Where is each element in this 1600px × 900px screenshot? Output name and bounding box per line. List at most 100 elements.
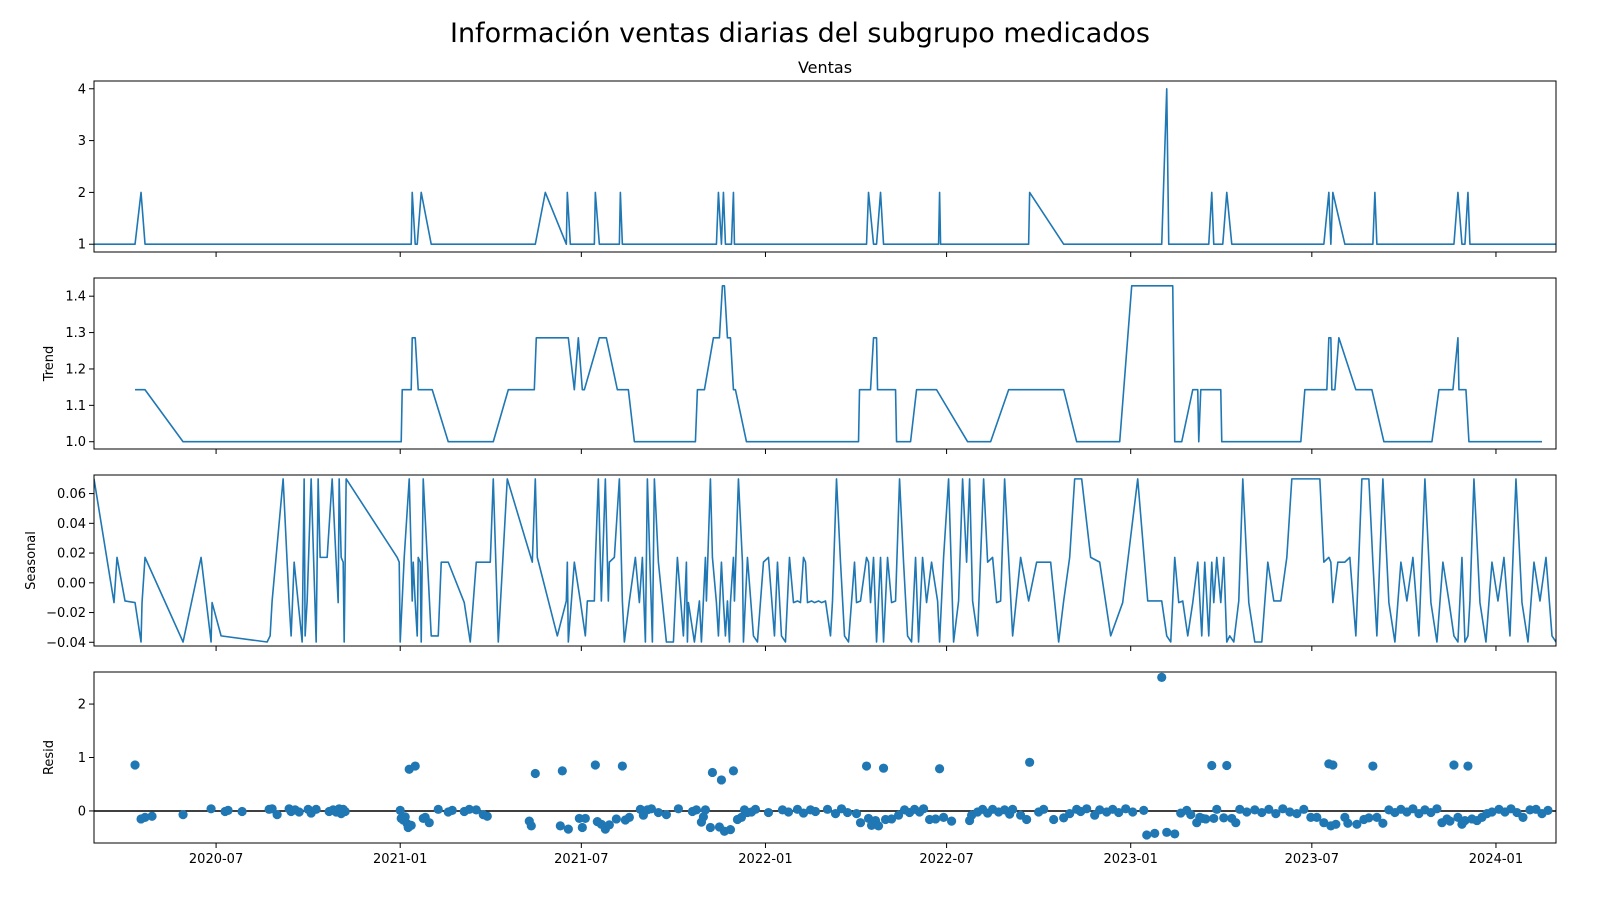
resid-point bbox=[1235, 804, 1245, 814]
resid-point bbox=[878, 763, 889, 773]
resid-point bbox=[1487, 807, 1497, 817]
y-tick-label: 1 bbox=[78, 238, 86, 253]
axes-frame bbox=[93, 80, 1557, 253]
x-tick-label: 2021-07 bbox=[554, 852, 608, 867]
resid-point bbox=[482, 811, 492, 821]
y-tick-label: 1.3 bbox=[65, 326, 86, 341]
resid-point bbox=[661, 810, 671, 820]
resid-point bbox=[934, 764, 945, 774]
resid-point bbox=[1460, 815, 1470, 826]
resid-point bbox=[1271, 809, 1281, 819]
y-tick-label: 1.4 bbox=[65, 290, 86, 305]
resid-point bbox=[464, 804, 474, 814]
resid-point bbox=[433, 804, 443, 814]
resid-point bbox=[526, 821, 536, 831]
series-line-observed bbox=[94, 87, 1556, 246]
resid-point bbox=[206, 804, 216, 814]
resid-point bbox=[1162, 827, 1172, 837]
resid-point bbox=[691, 805, 702, 815]
resid-point bbox=[930, 814, 941, 824]
plot-area bbox=[94, 87, 1556, 246]
resid-point bbox=[1257, 807, 1267, 818]
y-axis-label: Trend bbox=[42, 346, 57, 383]
resid-point bbox=[646, 804, 656, 814]
resid-point bbox=[1432, 804, 1442, 814]
resid-point bbox=[842, 807, 853, 818]
panel-observed: Ventas 1 2 3 4 bbox=[78, 58, 1557, 257]
resid-point bbox=[1039, 804, 1049, 814]
resid-point bbox=[863, 813, 874, 824]
resid-point bbox=[178, 810, 188, 820]
y-tick-label: 4 bbox=[78, 82, 86, 97]
y-tick-label: 2 bbox=[78, 186, 86, 201]
resid-point bbox=[611, 814, 621, 824]
resid-point bbox=[798, 808, 809, 818]
resid-point bbox=[938, 812, 949, 822]
resid-point bbox=[395, 805, 405, 816]
resid-point bbox=[1082, 804, 1092, 814]
resid-point bbox=[1150, 828, 1160, 838]
resid-point bbox=[1463, 761, 1473, 771]
y-tick-label: −0.04 bbox=[46, 636, 86, 651]
resid-point bbox=[851, 809, 862, 819]
resid-point bbox=[1242, 807, 1252, 817]
y-tick-label: 1.2 bbox=[65, 362, 86, 377]
resid-point bbox=[1008, 804, 1018, 814]
y-tick-label: 0.06 bbox=[57, 487, 86, 502]
resid-point bbox=[1343, 818, 1353, 828]
resid-point bbox=[140, 812, 150, 822]
resid-point bbox=[1250, 805, 1260, 815]
y-tick-label: 1 bbox=[78, 751, 86, 766]
resid-point bbox=[1292, 809, 1302, 819]
resid-point bbox=[1331, 819, 1341, 829]
axes-frame bbox=[93, 277, 1557, 450]
panel-seasonal: Seasonal −0.04 −0.02 0.00 0.02 0.04 0.06 bbox=[24, 474, 1557, 651]
x-tick-label: 2021-01 bbox=[373, 852, 427, 867]
resid-point bbox=[918, 804, 929, 814]
resid-point bbox=[471, 805, 481, 815]
resid-point bbox=[707, 767, 718, 778]
resid-point bbox=[1449, 760, 1459, 770]
resid-point bbox=[1207, 760, 1217, 771]
resid-point bbox=[810, 806, 821, 817]
resid-point bbox=[728, 766, 739, 776]
resid-point bbox=[447, 805, 457, 816]
resid-point bbox=[861, 761, 872, 771]
resid-point bbox=[1022, 814, 1032, 825]
resid-point bbox=[555, 821, 565, 831]
resid-point bbox=[1142, 830, 1152, 840]
resid-point bbox=[1212, 804, 1222, 814]
resid-point bbox=[624, 812, 634, 822]
resid-point bbox=[294, 807, 304, 817]
resid-point bbox=[1114, 807, 1124, 818]
resid-point bbox=[1445, 816, 1455, 826]
resid-point bbox=[1543, 805, 1553, 816]
y-tick-label: 0.04 bbox=[57, 517, 86, 532]
resid-point bbox=[750, 804, 761, 814]
resid-point bbox=[1219, 813, 1229, 823]
resid-point bbox=[1264, 804, 1274, 814]
resid-point bbox=[1518, 812, 1528, 822]
resid-point bbox=[886, 814, 897, 824]
resid-point bbox=[1170, 829, 1180, 839]
resid-point bbox=[1231, 818, 1241, 828]
resid-point bbox=[424, 818, 434, 828]
panels-group: Ventas 1 2 3 4 Trend 1.0 1.1 1.2 1.3 1.4 Seasonal −0… bbox=[24, 58, 1557, 867]
resid-point bbox=[311, 804, 321, 814]
resid-point bbox=[340, 806, 350, 817]
resid-point bbox=[873, 821, 884, 831]
resid-point bbox=[223, 805, 233, 816]
y-tick-label: 0.00 bbox=[57, 576, 86, 591]
y-tick-label: 2 bbox=[78, 698, 86, 713]
resid-point bbox=[557, 766, 567, 776]
resid-point bbox=[705, 822, 716, 833]
panel-trend: Trend 1.0 1.1 1.2 1.3 1.4 bbox=[42, 277, 1557, 454]
resid-point bbox=[237, 806, 247, 817]
resid-point bbox=[946, 816, 957, 826]
resid-point bbox=[1157, 672, 1167, 682]
plot-area bbox=[94, 672, 1556, 840]
resid-point bbox=[1139, 805, 1149, 816]
y-tick-label: −0.02 bbox=[46, 606, 86, 621]
resid-point bbox=[1186, 810, 1196, 820]
x-tick-label: 2022-01 bbox=[738, 852, 792, 867]
